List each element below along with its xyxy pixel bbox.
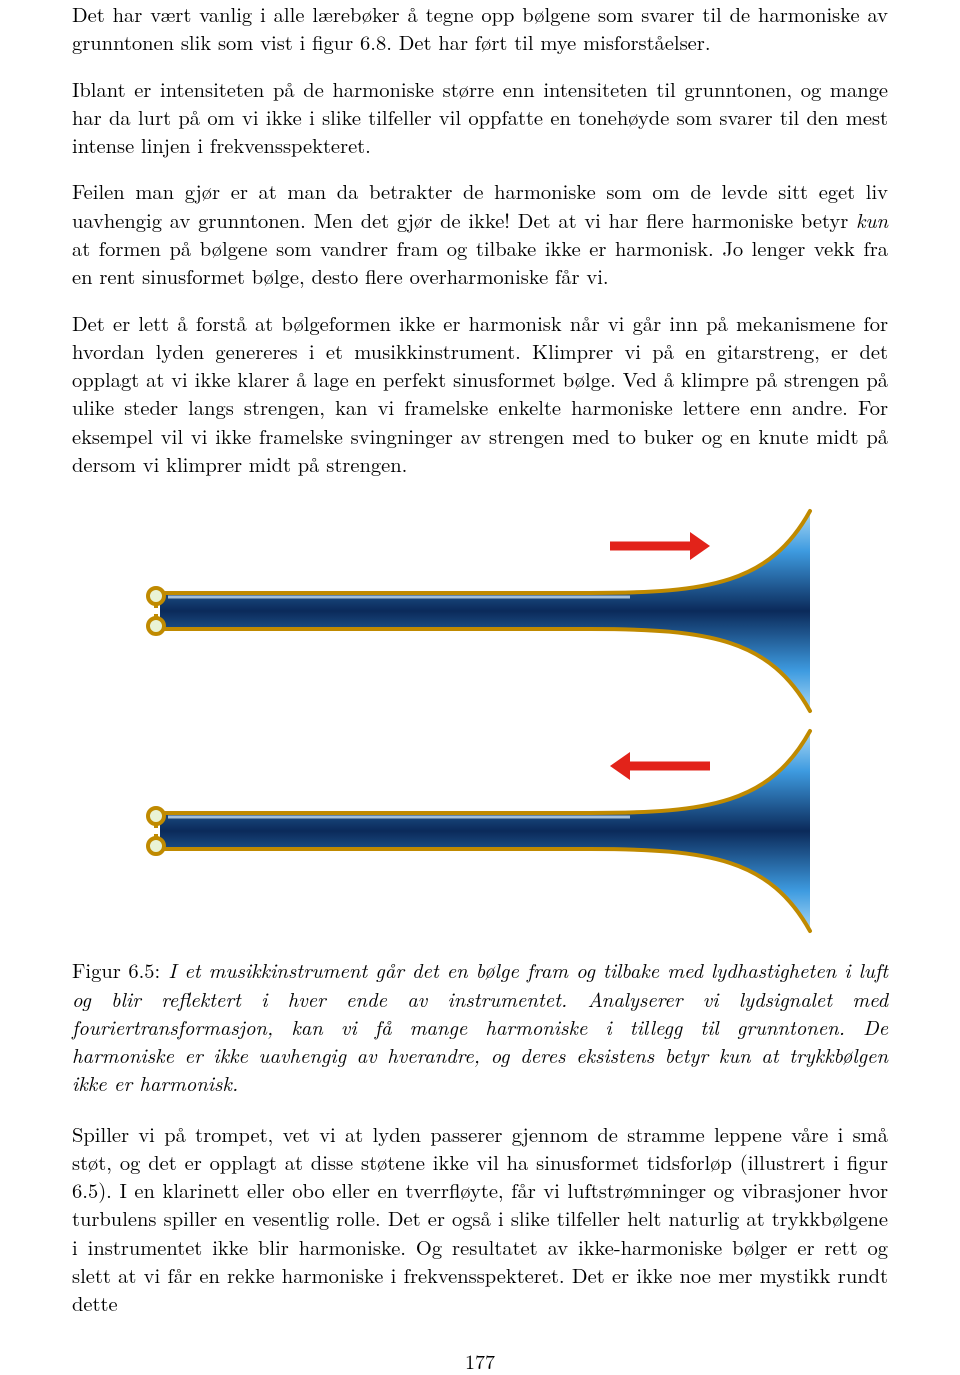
paragraph-3a-text: Feilen man gjør er at man da betrakter d… bbox=[72, 176, 888, 233]
paragraph-1: Det har vært vanlig i alle lærebøker å t… bbox=[72, 0, 888, 57]
figure-label: Figur 6.5: bbox=[72, 955, 160, 984]
paragraph-3b-text: at formen på bølgene som vandrer fram og… bbox=[72, 233, 888, 290]
figure-6-5 bbox=[72, 506, 888, 946]
paragraph-2: Iblant er intensiteten på de harmoniske … bbox=[72, 75, 888, 160]
trumpet-diagram bbox=[130, 506, 830, 946]
figure-caption: Figur 6.5: I et musikkinstrument går det… bbox=[72, 956, 888, 1097]
page-number: 177 bbox=[72, 1346, 888, 1375]
paragraph-3-kun: kun bbox=[856, 205, 888, 234]
paragraph-5: Spiller vi på trompet, vet vi at lyden p… bbox=[72, 1120, 888, 1318]
paragraph-3: Feilen man gjør er at man da betrakter d… bbox=[72, 177, 888, 290]
figure-caption-text: I et musikkinstrument går det en bølge f… bbox=[72, 955, 888, 1097]
paragraph-4: Det er lett å forstå at bølgeformen ikke… bbox=[72, 309, 888, 479]
